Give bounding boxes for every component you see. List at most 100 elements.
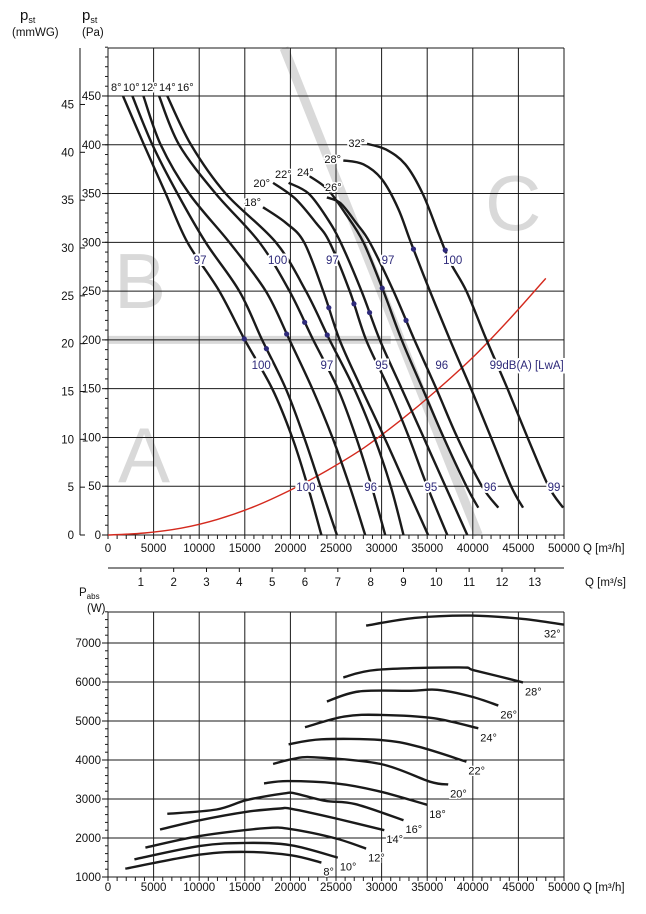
q-m3h-title: Q [m³/h]	[583, 543, 625, 555]
operating-point-dot	[379, 285, 385, 291]
power-curve-label: 26°	[500, 710, 517, 722]
pressure-curve-label: 26°	[325, 182, 342, 194]
x-tick-label-m3h: 0	[105, 543, 111, 555]
noise-level-label: 97	[320, 360, 333, 372]
m3s-tick-label: 7	[335, 577, 341, 589]
x-tick-label-m3h: 35000	[411, 882, 443, 894]
x-tick-label-m3h: 5000	[141, 882, 167, 894]
y-tick-label-pa: 300	[82, 237, 101, 249]
pressure-curve-label: 18°	[244, 197, 261, 209]
x-tick-label-m3h: 30000	[366, 543, 398, 555]
region-label-b: B	[114, 237, 166, 325]
y-tick-label-pa: 250	[82, 286, 101, 298]
mmwg-tick-label: 0	[68, 530, 74, 542]
power-curve-label: 24°	[480, 732, 497, 744]
power-curve-32deg	[365, 614, 565, 627]
noise-level-label: 100	[252, 360, 271, 372]
m3s-tick-label: 13	[528, 577, 541, 589]
m3s-tick-label: 1	[138, 577, 144, 589]
pabs-title: Pabs	[79, 587, 100, 601]
power-curve-18deg	[263, 779, 428, 806]
power-curve-10deg	[134, 841, 339, 861]
m3s-tick-label: 8	[367, 577, 373, 589]
q-m3h-title-bottom: Q [m³/h]	[583, 882, 625, 894]
x-tick-label-m3h: 15000	[229, 543, 261, 555]
mmwg-tick-label: 10	[61, 434, 74, 446]
pressure-curve-22deg	[288, 181, 469, 536]
power-curve-24deg	[304, 713, 479, 730]
power-curve-label: 10°	[340, 862, 357, 874]
power-curve-14deg	[159, 806, 385, 832]
noise-level-label: 95	[375, 360, 388, 372]
x-tick-label-m3h: 40000	[457, 543, 489, 555]
pressure-curve-label: 8°	[111, 82, 122, 94]
power-curve-12deg	[145, 826, 367, 850]
y-tick-label-w: 7000	[75, 638, 101, 650]
noise-level-label: 97	[194, 255, 207, 267]
x-tick-label-m3h: 40000	[457, 882, 489, 894]
pressure-curve-32deg	[366, 142, 565, 509]
x-tick-label-m3h: 0	[105, 882, 111, 894]
y-tick-label-pa: 450	[82, 91, 101, 103]
operating-point-dot	[442, 247, 448, 253]
power-curve-label: 20°	[450, 788, 467, 800]
pst-pa-title: pst	[82, 7, 98, 25]
power-curve-16deg	[167, 791, 404, 822]
pressure-curve-label: 20°	[253, 178, 270, 190]
m3s-tick-label: 2	[170, 577, 176, 589]
noise-level-label: 99dB(A) [LwA]	[490, 360, 564, 372]
pressure-curve-label: 14°	[159, 82, 176, 94]
operating-point-dot	[410, 246, 417, 252]
y-tick-label-w: 4000	[75, 755, 101, 767]
x-tick-label-m3h: 30000	[366, 882, 398, 894]
m3s-tick-label: 4	[236, 577, 243, 589]
x-tick-label-m3h: 50000	[548, 882, 580, 894]
mmwg-tick-label: 5	[68, 482, 74, 494]
pressure-curve-10deg	[131, 95, 339, 536]
operating-point-dot	[351, 301, 357, 307]
x-tick-label-m3h: 20000	[274, 882, 306, 894]
operating-point-dot	[241, 336, 247, 342]
x-tick-label-m3h: 35000	[411, 543, 443, 555]
y-tick-label-w: 5000	[75, 716, 101, 728]
operating-point-dot	[284, 331, 290, 337]
noise-level-label: 99	[548, 482, 561, 494]
power-curve-8deg	[125, 850, 322, 870]
power-grid	[105, 611, 565, 881]
operating-point-dot	[366, 309, 373, 316]
y-tick-label-w: 2000	[75, 833, 101, 845]
noise-level-label: 95	[424, 482, 437, 494]
pressure-curve-label: 10°	[123, 82, 140, 94]
power-curve-label: 12°	[368, 853, 385, 865]
m3s-tick-label: 12	[496, 577, 509, 589]
pressure-curve-label: 28°	[324, 154, 341, 166]
noise-level-label: 96	[435, 360, 448, 372]
power-curve-28deg	[343, 666, 524, 684]
y-tick-label-pa: 350	[82, 189, 101, 201]
mmwg-tick-label: 15	[61, 386, 74, 398]
pressure-curve-12deg	[142, 95, 367, 536]
mmwg-tick-label: 45	[61, 99, 74, 111]
y-tick-label-pa: 150	[82, 384, 101, 396]
pressure-curve-26deg	[326, 196, 500, 509]
power-chart: 1000 2000 3000 4000 5000 6000 7000 0 5000 10000 15…	[75, 611, 580, 894]
power-curve-label: 14°	[386, 834, 403, 846]
q-m3s-title: Q [m³/s]	[585, 577, 626, 589]
m3s-tick-label: 11	[463, 577, 475, 589]
power-curve-label: 22°	[468, 766, 485, 778]
operating-point-dot	[324, 332, 330, 338]
pressure-curve-label: 24°	[297, 167, 314, 179]
pressure-grid	[105, 46, 565, 539]
x-tick-label-m3h: 25000	[320, 543, 352, 555]
noise-level-label: 96	[364, 482, 377, 494]
x-tick-label-m3h: 45000	[502, 882, 534, 894]
y-tick-label-pa: 200	[82, 335, 101, 347]
y-tick-label-w: 1000	[75, 872, 101, 884]
pressure-curve-8deg	[121, 95, 323, 536]
operating-point-dot	[302, 319, 308, 325]
operating-point-dot	[403, 317, 409, 323]
m3s-tick-label: 6	[302, 577, 308, 589]
y-tick-label-pa: 0	[95, 530, 101, 542]
y-tick-label-w: 6000	[75, 677, 101, 689]
